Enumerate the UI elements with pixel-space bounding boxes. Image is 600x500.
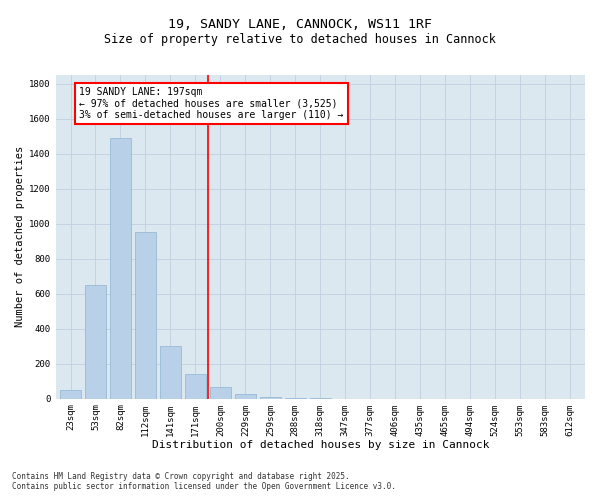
Bar — [160, 346, 181, 399]
Y-axis label: Number of detached properties: Number of detached properties — [15, 146, 25, 328]
Bar — [185, 374, 206, 398]
Text: Contains HM Land Registry data © Crown copyright and database right 2025.: Contains HM Land Registry data © Crown c… — [12, 472, 350, 481]
Bar — [85, 285, 106, 399]
Text: Contains public sector information licensed under the Open Government Licence v3: Contains public sector information licen… — [12, 482, 396, 491]
Bar — [235, 394, 256, 398]
Bar — [110, 138, 131, 398]
Bar — [135, 232, 156, 398]
Text: Size of property relative to detached houses in Cannock: Size of property relative to detached ho… — [104, 32, 496, 46]
Bar — [210, 388, 231, 398]
Text: 19 SANDY LANE: 197sqm
← 97% of detached houses are smaller (3,525)
3% of semi-de: 19 SANDY LANE: 197sqm ← 97% of detached … — [79, 87, 344, 120]
Text: 19, SANDY LANE, CANNOCK, WS11 1RF: 19, SANDY LANE, CANNOCK, WS11 1RF — [168, 18, 432, 30]
Bar — [60, 390, 81, 398]
X-axis label: Distribution of detached houses by size in Cannock: Distribution of detached houses by size … — [152, 440, 489, 450]
Bar — [260, 397, 281, 398]
